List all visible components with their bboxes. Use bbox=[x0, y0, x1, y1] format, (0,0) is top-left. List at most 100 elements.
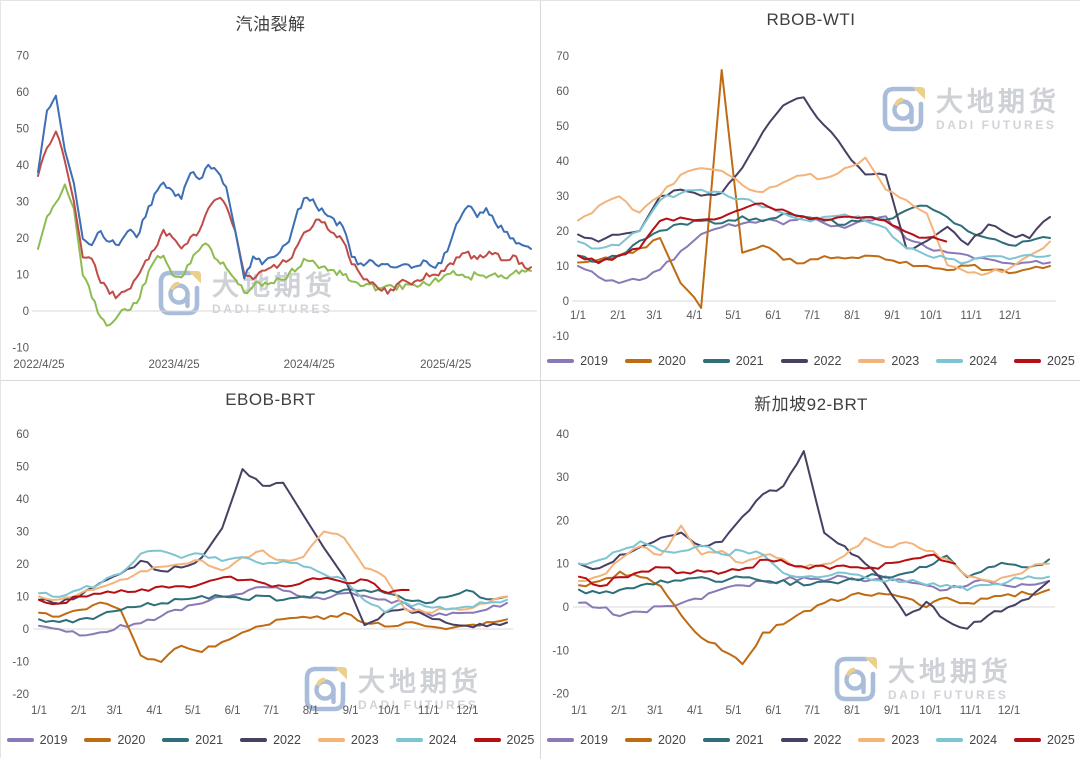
svg-text:6/1: 6/1 bbox=[765, 310, 781, 322]
svg-text:10: 10 bbox=[16, 270, 29, 282]
legend-label: 2025 bbox=[1047, 354, 1075, 368]
svg-text:30: 30 bbox=[556, 191, 569, 203]
watermark-en: DADI FUTURES bbox=[358, 698, 479, 713]
legend-swatch bbox=[1014, 738, 1042, 742]
legend-item-2023: 2023 bbox=[317, 733, 379, 747]
svg-text:5/1: 5/1 bbox=[185, 705, 201, 717]
legend-swatch bbox=[624, 359, 652, 363]
chart-card-gasoline-crack: 汽油裂解 -10 0 10 20 30 40 50 60 70 2022/4/25 2023/4/2… bbox=[1, 1, 541, 381]
legend-item-2025: 2025 bbox=[1014, 354, 1075, 368]
legend-label: 2024 bbox=[969, 354, 998, 368]
legend-item-2022: 2022 bbox=[780, 733, 841, 747]
legend-swatch bbox=[395, 738, 423, 742]
svg-text:5/1: 5/1 bbox=[725, 310, 741, 322]
svg-text:11/1: 11/1 bbox=[960, 310, 982, 322]
legend-item-2023: 2023 bbox=[858, 354, 919, 368]
legend-label: 2022 bbox=[813, 354, 842, 368]
legend-item-2022: 2022 bbox=[780, 354, 842, 368]
legend-sg92-brt: 2019 2020 2021 2022 2023 2024 2025 bbox=[541, 733, 1080, 747]
svg-text:-10: -10 bbox=[12, 343, 29, 355]
svg-text:6/1: 6/1 bbox=[225, 705, 241, 717]
watermark: 大地期货 DADI FUTURES bbox=[157, 269, 336, 319]
legend-swatch bbox=[858, 359, 886, 363]
plot-area-gasoline-crack: -10 0 10 20 30 40 50 60 70 2022/4/25 2023/4/25 2024… bbox=[1, 1, 540, 380]
legend-item-2020: 2020 bbox=[84, 733, 145, 747]
legend-swatch bbox=[780, 359, 808, 363]
watermark-en: DADI FUTURES bbox=[212, 302, 333, 317]
svg-text:5/1: 5/1 bbox=[726, 705, 742, 717]
legend-swatch bbox=[473, 738, 501, 742]
legend-swatch bbox=[936, 359, 964, 363]
chart-title-rbob-wti: RBOB-WTI bbox=[766, 10, 856, 29]
dadi-futures-logo-icon bbox=[882, 86, 925, 132]
legend-swatch bbox=[702, 738, 730, 742]
svg-text:10/1: 10/1 bbox=[919, 705, 941, 717]
svg-text:-10: -10 bbox=[552, 645, 569, 657]
legend-swatch bbox=[780, 738, 808, 742]
svg-text:50: 50 bbox=[16, 462, 29, 474]
svg-text:3/1: 3/1 bbox=[647, 705, 663, 717]
svg-text:10: 10 bbox=[16, 592, 29, 604]
legend-swatch bbox=[317, 738, 345, 742]
plot-area-ebob-brt: -20 -10 0 10 20 30 40 50 60 1/1 2/1 3/1 4/1 5/1 6/1 7/1… bbox=[1, 381, 540, 759]
legend-label: 2019 bbox=[580, 733, 608, 747]
legend-swatch bbox=[624, 738, 652, 742]
svg-text:11/1: 11/1 bbox=[418, 705, 440, 717]
svg-text:10: 10 bbox=[556, 559, 569, 571]
legend-item-2024: 2024 bbox=[395, 733, 457, 747]
svg-text:2/1: 2/1 bbox=[611, 705, 627, 717]
legend-label: 2021 bbox=[735, 354, 764, 368]
svg-text:10/1: 10/1 bbox=[920, 310, 942, 322]
legend-item-2022: 2022 bbox=[240, 733, 301, 747]
svg-text:20: 20 bbox=[556, 226, 569, 238]
watermark-en: DADI FUTURES bbox=[936, 118, 1057, 133]
svg-text:10: 10 bbox=[556, 261, 569, 273]
legend-label: 2020 bbox=[117, 733, 146, 747]
svg-text:4/1: 4/1 bbox=[686, 310, 702, 322]
svg-text:10/1: 10/1 bbox=[378, 705, 400, 717]
svg-text:2023/4/25: 2023/4/25 bbox=[149, 359, 200, 371]
chart-title-gasoline-crack: 汽油裂解 bbox=[235, 15, 306, 34]
legend-swatch bbox=[162, 738, 190, 742]
svg-text:4/1: 4/1 bbox=[687, 705, 703, 717]
chart-card-rbob-wti: RBOB-WTI -10 0 10 20 30 40 50 60 70 1/1 2/1 3/1 4/1 5… bbox=[541, 1, 1080, 381]
legend-label: 2020 bbox=[657, 354, 686, 368]
legend-label: 2019 bbox=[580, 354, 608, 368]
legend-item-2021: 2021 bbox=[702, 733, 764, 747]
watermark-cn: 大地期货 bbox=[888, 657, 1012, 688]
legend-label: 2022 bbox=[273, 733, 301, 747]
svg-text:0: 0 bbox=[563, 296, 569, 308]
svg-text:8/1: 8/1 bbox=[844, 705, 860, 717]
svg-text:30: 30 bbox=[16, 197, 29, 209]
watermark-cn: 大地期货 bbox=[936, 87, 1060, 118]
legend-swatch bbox=[84, 738, 112, 742]
legend-swatch bbox=[936, 738, 964, 742]
legend-item-2019: 2019 bbox=[547, 733, 608, 747]
legend-label: 2020 bbox=[657, 733, 686, 747]
svg-text:20: 20 bbox=[556, 515, 569, 527]
svg-text:70: 70 bbox=[556, 51, 569, 63]
svg-text:30: 30 bbox=[16, 527, 29, 539]
watermark: 大地期货 DADI FUTURES bbox=[881, 85, 1060, 135]
legend-rbob-wti: 2019 2020 2021 2022 2023 2024 2025 bbox=[541, 354, 1080, 368]
svg-text:2/1: 2/1 bbox=[71, 705, 87, 717]
chart-title-sg92-brt: 新加坡92-BRT bbox=[754, 395, 868, 414]
svg-text:-20: -20 bbox=[12, 689, 29, 701]
svg-text:9/1: 9/1 bbox=[884, 310, 900, 322]
svg-text:2022/4/25: 2022/4/25 bbox=[13, 359, 64, 371]
chart-card-sg92-brt: 新加坡92-BRT -20 -10 0 10 20 30 40 1/1 2/1 3/1 4/1 5/1… bbox=[541, 381, 1080, 759]
svg-text:50: 50 bbox=[556, 121, 569, 133]
svg-text:40: 40 bbox=[16, 160, 29, 172]
legend-label: 2025 bbox=[1047, 733, 1075, 747]
legend-label: 2021 bbox=[195, 733, 224, 747]
svg-text:0: 0 bbox=[23, 306, 29, 318]
svg-text:8/1: 8/1 bbox=[844, 310, 860, 322]
dadi-futures-logo-icon bbox=[834, 656, 877, 702]
svg-text:12/1: 12/1 bbox=[999, 310, 1021, 322]
svg-text:3/1: 3/1 bbox=[107, 705, 123, 717]
legend-label: 2021 bbox=[735, 733, 764, 747]
svg-text:9/1: 9/1 bbox=[884, 705, 900, 717]
svg-text:9/1: 9/1 bbox=[343, 705, 359, 717]
legend-item-2021: 2021 bbox=[162, 733, 223, 747]
